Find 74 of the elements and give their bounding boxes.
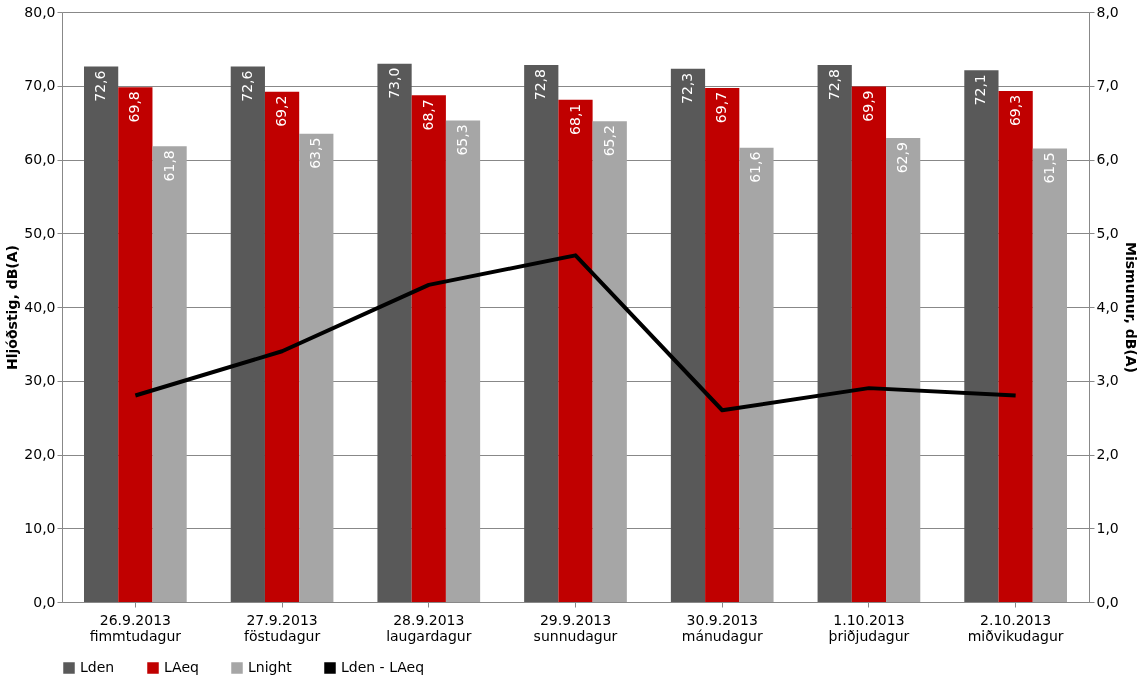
data-label: 68,1 [566, 103, 583, 135]
legend-label: Lnight [248, 659, 293, 675]
y2-tick-label: 4,0 [1096, 298, 1119, 315]
bar [264, 91, 300, 602]
line-series [133, 253, 1018, 413]
x-tick-label: 28.9.2013 laugardagur [386, 611, 472, 644]
bar [1032, 148, 1067, 602]
bar [705, 87, 740, 602]
legend-label: Lden [80, 659, 115, 675]
data-label: 72,6 [238, 70, 255, 102]
data-label: 69,2 [273, 95, 290, 127]
bar [524, 65, 559, 602]
data-label: 69,8 [126, 91, 143, 123]
y2-tick-label: 7,0 [1096, 77, 1119, 94]
bar [998, 90, 1033, 602]
y-tick-label: 50,0 [24, 224, 56, 241]
y-tick-label: 30,0 [24, 372, 56, 389]
data-label: 69,9 [859, 90, 876, 122]
x-tick-label: 29.9.2013 sunnudagur [533, 611, 618, 644]
data-label: 72,6 [92, 70, 109, 102]
data-label: 72,8 [825, 69, 842, 101]
data-label: 69,3 [1006, 94, 1023, 127]
bar [84, 66, 119, 602]
data-label: 72,3 [678, 72, 695, 104]
y2-tick-label: 6,0 [1096, 151, 1119, 167]
data-label: 63,5 [307, 137, 324, 169]
y2-axis-title: Mismunur, dB(A) [1122, 242, 1139, 373]
bar [299, 133, 334, 602]
data-label: 72,1 [972, 74, 989, 106]
data-label: 68,7 [419, 99, 436, 131]
y2-tick-label: 0,0 [1096, 593, 1119, 610]
y-tick-label: 20,0 [24, 446, 56, 462]
bar [670, 68, 706, 602]
bar [964, 70, 999, 602]
data-label: 73,0 [385, 67, 402, 99]
y-tick-label: 80,0 [24, 3, 56, 20]
y2-tick-label: 2,0 [1096, 446, 1119, 462]
bar [411, 95, 446, 602]
data-label: 65,2 [600, 125, 617, 157]
data-label: 65,3 [454, 124, 471, 156]
bar [558, 99, 593, 602]
x-tick-label: 1.10.2013 þriðjudagur [828, 611, 910, 644]
bar [230, 66, 265, 602]
bar [817, 65, 852, 602]
bar [592, 121, 627, 602]
y-axis-title: Hljóðstig, dB(A) [4, 245, 21, 370]
bar [377, 63, 412, 602]
y-tick-label: 60,0 [24, 151, 56, 167]
data-label: 61,8 [160, 150, 177, 182]
data-label: 69,7 [713, 91, 730, 124]
bar [152, 146, 187, 602]
data-label: 72,8 [532, 69, 549, 101]
x-tick-label: 2.10.2013 miðvikudagur [967, 611, 1064, 644]
x-tick-label: 26.9.2013 fimmtudagur [89, 611, 182, 644]
x-tick-label: 27.9.2013 föstudagur [244, 611, 321, 644]
y2-tick-label: 1,0 [1096, 519, 1119, 536]
x-tick-label: 30.9.2013 mánudagur [681, 611, 763, 644]
y-tick-label: 0,0 [33, 593, 56, 610]
data-label: 61,5 [1040, 152, 1057, 184]
bar [445, 120, 481, 602]
data-label: 61,6 [747, 151, 764, 183]
y-tick-label: 40,0 [24, 298, 56, 315]
legend-label: LAeq [164, 659, 199, 675]
y2-tick-label: 3,0 [1096, 372, 1119, 389]
y2-tick-label: 8,0 [1096, 3, 1119, 20]
y-tick-label: 70,0 [24, 77, 56, 94]
data-label: 62,9 [894, 142, 911, 174]
bar [739, 147, 774, 602]
bar [886, 138, 921, 602]
bar [851, 86, 887, 602]
legend-label: Lden - LAeq [341, 659, 425, 675]
y-tick-label: 10,0 [24, 519, 56, 536]
y2-tick-label: 5,0 [1096, 224, 1119, 241]
bar [118, 87, 153, 602]
